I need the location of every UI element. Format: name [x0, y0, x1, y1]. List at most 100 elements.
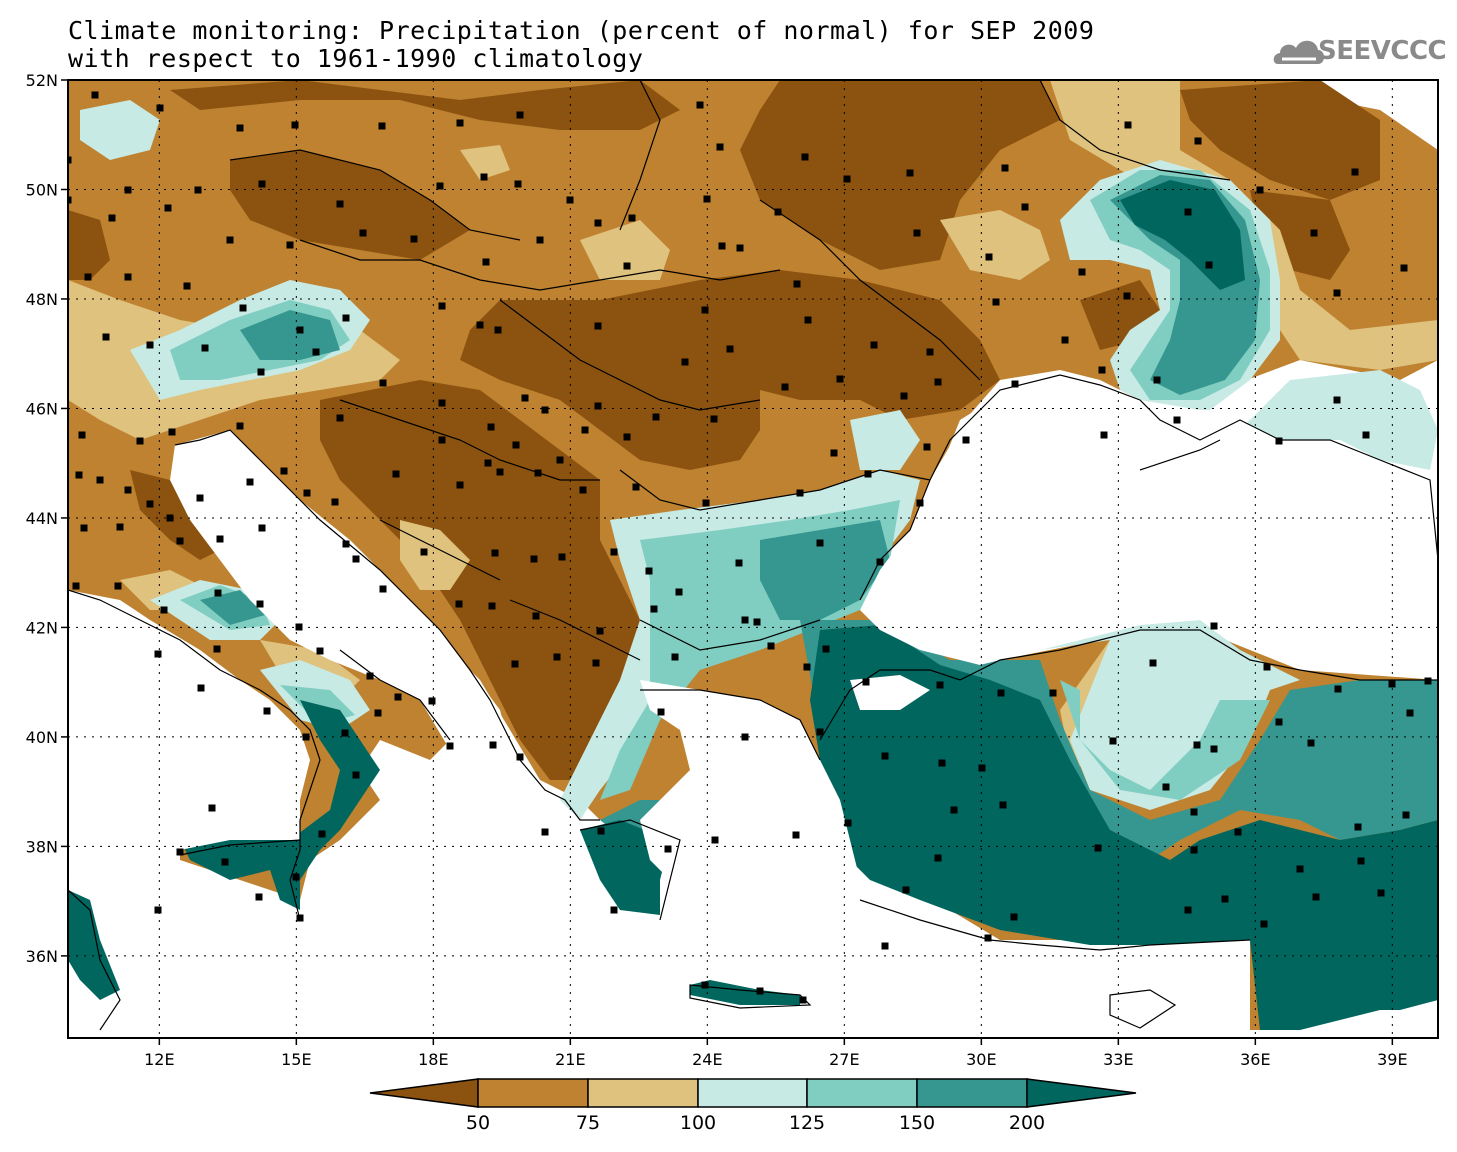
station-marker: [1173, 416, 1181, 424]
station-marker: [1377, 889, 1385, 897]
station-marker: [1263, 663, 1271, 671]
station-marker: [342, 314, 350, 322]
station-marker: [534, 469, 542, 477]
station-marker: [1256, 186, 1264, 194]
station-marker: [844, 819, 852, 827]
station-marker: [312, 348, 320, 356]
station-marker: [263, 707, 271, 715]
station-marker: [999, 801, 1007, 809]
station-marker: [146, 341, 154, 349]
station-marker: [116, 523, 124, 531]
station-marker: [521, 394, 529, 402]
station-marker: [96, 476, 104, 484]
station-marker: [1221, 895, 1229, 903]
colorbar-label: 50: [466, 1112, 490, 1134]
station-marker: [512, 441, 520, 449]
station-marker: [436, 182, 444, 190]
station-marker: [836, 375, 844, 383]
station-marker: [102, 333, 110, 341]
station-marker: [480, 173, 488, 181]
station-marker: [336, 200, 344, 208]
station-marker: [556, 456, 564, 464]
station-marker: [491, 549, 499, 557]
lat-tick-label: 36N: [26, 947, 58, 966]
station-marker: [862, 678, 870, 686]
station-marker: [793, 280, 801, 288]
station-marker: [926, 348, 934, 356]
station-marker: [239, 304, 247, 312]
colorbar-segment: [477, 1078, 589, 1108]
station-marker: [1307, 739, 1315, 747]
station-marker: [799, 996, 807, 1004]
station-marker: [881, 752, 889, 760]
station-marker: [1190, 846, 1198, 854]
logo-text: SEEVCCC: [1318, 36, 1447, 66]
station-marker: [379, 585, 387, 593]
station-marker: [541, 406, 549, 414]
station-marker: [208, 804, 216, 812]
station-marker: [610, 548, 618, 556]
lat-tick-label: 50N: [26, 180, 58, 199]
lat-tick-label: 42N: [26, 618, 58, 637]
map-title-line-1: Climate monitoring: Precipitation (perce…: [68, 16, 1095, 45]
station-marker: [303, 489, 311, 497]
station-marker: [156, 104, 164, 112]
station-marker: [484, 459, 492, 467]
station-marker: [962, 436, 970, 444]
lat-tick-label: 44N: [26, 509, 58, 528]
station-marker: [164, 204, 172, 212]
station-marker: [1149, 659, 1157, 667]
station-marker: [456, 119, 464, 127]
station-marker: [801, 153, 809, 161]
station-marker: [830, 449, 838, 457]
station-marker: [1210, 745, 1218, 753]
lon-tick-label: 12E: [144, 1050, 174, 1069]
station-marker: [214, 589, 222, 597]
station-marker: [594, 219, 602, 227]
station-marker: [1275, 718, 1283, 726]
station-marker: [154, 650, 162, 658]
latitude-axis: 52N 50N 48N 46N 44N 42N 40N 38N 36N: [26, 71, 68, 966]
station-marker: [992, 298, 1000, 306]
station-marker: [236, 124, 244, 132]
station-marker: [75, 471, 83, 479]
station-marker: [645, 567, 653, 575]
station-marker: [446, 742, 454, 750]
station-marker: [792, 831, 800, 839]
station-markers: [68, 91, 1432, 1004]
station-marker: [374, 709, 382, 717]
station-marker: [1400, 264, 1408, 272]
lat-tick-label: 48N: [26, 290, 58, 309]
station-marker: [900, 392, 908, 400]
station-marker: [870, 341, 878, 349]
station-marker: [438, 399, 446, 407]
lon-tick-label: 21E: [555, 1050, 585, 1069]
station-marker: [1124, 121, 1132, 129]
station-marker: [1275, 437, 1283, 445]
lat-tick-label: 38N: [26, 837, 58, 856]
station-marker: [124, 186, 132, 194]
station-marker: [803, 663, 811, 671]
station-marker: [154, 906, 162, 914]
map-title-line-2: with respect to 1961-1990 climatology: [68, 44, 644, 73]
station-marker: [1100, 431, 1108, 439]
station-marker: [671, 653, 679, 661]
station-marker: [711, 836, 719, 844]
station-marker: [438, 436, 446, 444]
station-marker: [592, 659, 600, 667]
station-marker: [1010, 913, 1018, 921]
station-marker: [68, 156, 72, 164]
station-marker: [420, 548, 428, 556]
station-marker: [438, 302, 446, 310]
station-marker: [168, 428, 176, 436]
station-marker: [146, 500, 154, 508]
station-marker: [216, 535, 224, 543]
station-marker: [716, 143, 724, 151]
station-marker: [652, 413, 660, 421]
station-marker: [392, 470, 400, 478]
station-marker: [1153, 376, 1161, 384]
colorbar-segment: [697, 1078, 808, 1108]
colorbar-segment: [587, 1078, 699, 1108]
station-marker: [201, 344, 209, 352]
